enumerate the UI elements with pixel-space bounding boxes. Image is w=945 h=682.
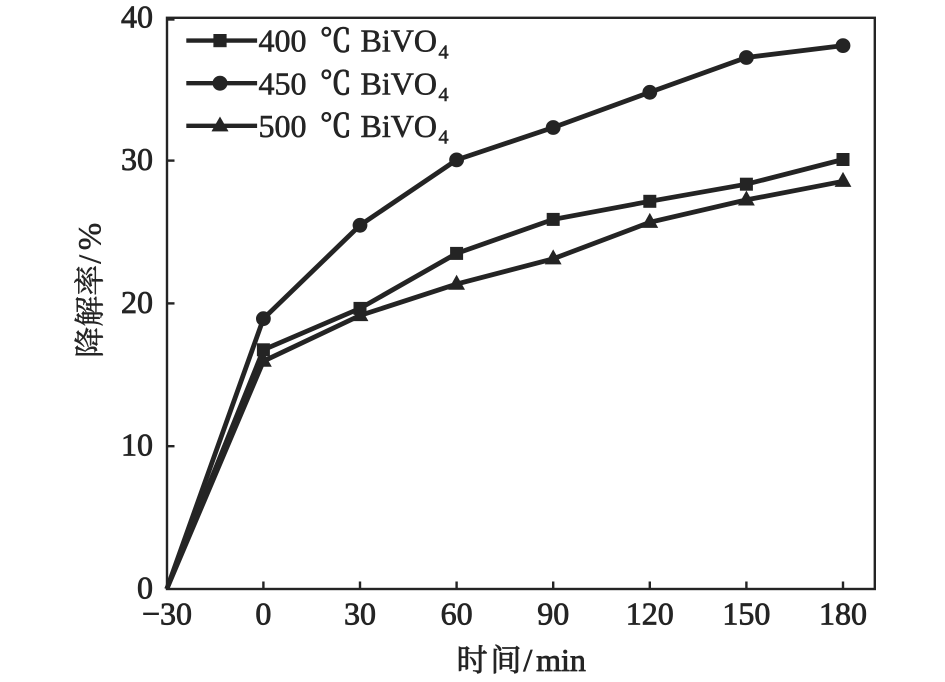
svg-text:30: 30 (344, 596, 376, 632)
svg-text:30: 30 (121, 141, 153, 177)
svg-text:20: 20 (121, 284, 153, 320)
svg-text:10: 10 (121, 427, 153, 463)
svg-text:4: 4 (439, 84, 449, 106)
svg-text:min: min (536, 642, 586, 678)
svg-text:180: 180 (819, 596, 867, 632)
svg-text:/: / (72, 255, 108, 264)
svg-text:450: 450 (259, 65, 307, 101)
svg-text:150: 150 (722, 596, 770, 632)
svg-text:BiVO: BiVO (361, 65, 437, 101)
svg-text:90: 90 (537, 596, 569, 632)
svg-text:40: 40 (121, 0, 153, 34)
svg-text:4: 4 (439, 127, 449, 149)
svg-text:500: 500 (259, 108, 307, 144)
svg-text:120: 120 (626, 596, 674, 632)
svg-text:60: 60 (441, 596, 473, 632)
svg-text:4: 4 (439, 41, 449, 63)
svg-text:%: % (73, 223, 109, 251)
svg-text:BiVO: BiVO (361, 23, 437, 59)
svg-text:0: 0 (255, 596, 271, 632)
svg-text:400: 400 (259, 23, 307, 59)
svg-text:BiVO: BiVO (361, 108, 437, 144)
svg-text:0: 0 (137, 570, 153, 606)
svg-text:/: / (523, 642, 532, 678)
svg-text:−30: −30 (142, 596, 192, 632)
